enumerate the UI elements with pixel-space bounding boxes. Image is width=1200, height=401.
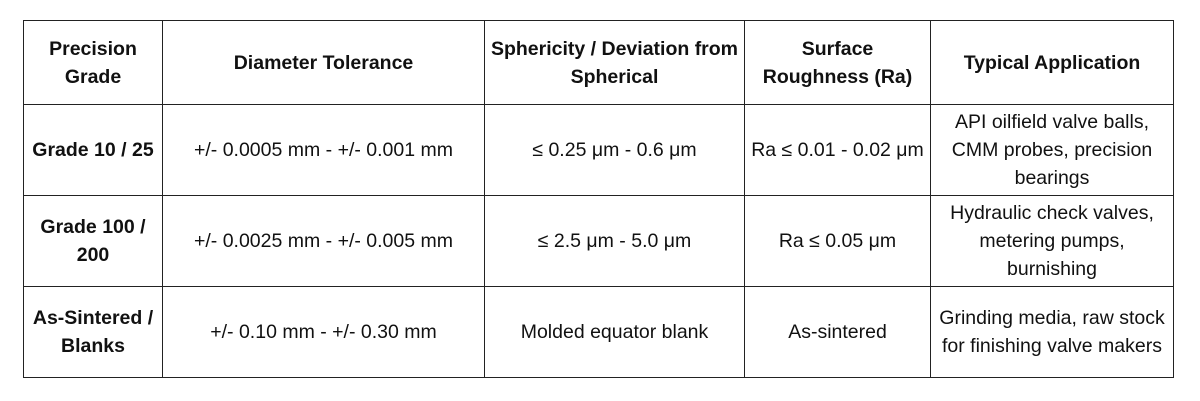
grade-cell: Grade 10 / 25 (23, 104, 163, 196)
table-cell: API oilfield valve balls, CMM probes, pr… (930, 104, 1174, 196)
table-cell: +/- 0.0025 mm - +/- 0.005 mm (162, 195, 485, 287)
table-cell: Hydraulic check valves, metering pumps, … (930, 195, 1174, 287)
table-row: Grade 100 / 200 +/- 0.0025 mm - +/- 0.005… (23, 195, 1174, 287)
header-cell: Surface Roughness (Ra) (744, 20, 931, 105)
table-row: Grade 10 / 25 +/- 0.0005 mm - +/- 0.001 m… (23, 104, 1174, 196)
table-cell: As-sintered (744, 286, 931, 378)
header-cell: Sphericity / Deviation from Spherical (484, 20, 745, 105)
table-row: As-Sintered / Blanks +/- 0.10 mm - +/- 0.… (23, 286, 1174, 378)
grade-cell: Grade 100 / 200 (23, 195, 163, 287)
table-cell: ≤ 0.25 μm - 0.6 μm (484, 104, 745, 196)
header-cell: Typical Application (930, 20, 1174, 105)
table-cell: Ra ≤ 0.01 - 0.02 μm (744, 104, 931, 196)
table-cell: Grinding media, raw stock for finishing … (930, 286, 1174, 378)
table-header: Precision Grade Diameter Tolerance Spher… (23, 20, 1174, 105)
table-cell: +/- 0.0005 mm - +/- 0.001 mm (162, 104, 485, 196)
table-cell: Molded equator blank (484, 286, 745, 378)
header-row: Precision Grade Diameter Tolerance Spher… (23, 20, 1174, 105)
table-cell: Ra ≤ 0.05 μm (744, 195, 931, 287)
spec-table: Precision Grade Diameter Tolerance Spher… (23, 20, 1174, 378)
table-cell: +/- 0.10 mm - +/- 0.30 mm (162, 286, 485, 378)
table-cell: ≤ 2.5 μm - 5.0 μm (484, 195, 745, 287)
table-body: Grade 10 / 25 +/- 0.0005 mm - +/- 0.001 m… (23, 104, 1174, 378)
header-cell: Precision Grade (23, 20, 163, 105)
header-cell: Diameter Tolerance (162, 20, 485, 105)
grade-cell: As-Sintered / Blanks (23, 286, 163, 378)
